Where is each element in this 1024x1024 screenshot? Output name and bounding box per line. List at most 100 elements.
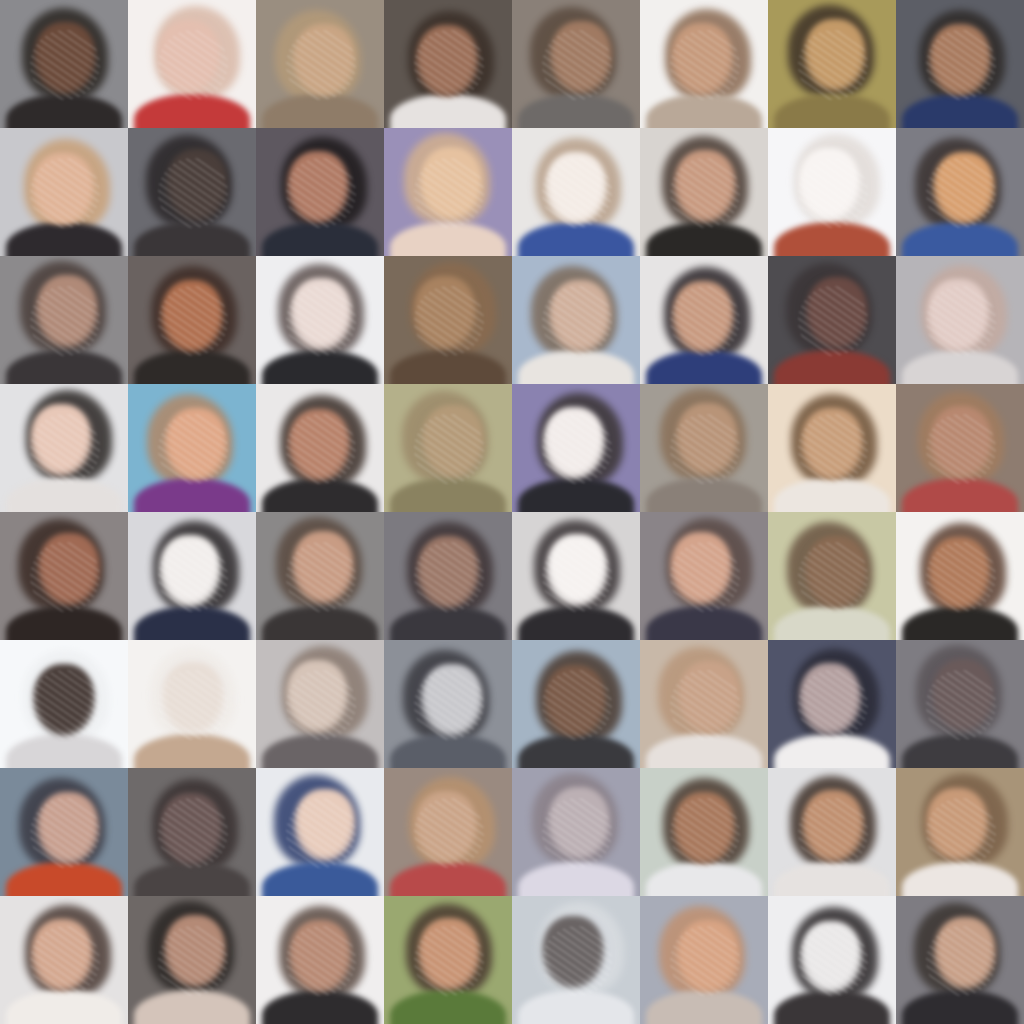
portrait-hair [402, 391, 488, 483]
tile-background [512, 768, 640, 896]
tile-background [256, 384, 384, 512]
tile-background [384, 128, 512, 256]
portrait-face [165, 408, 227, 480]
portrait-face [38, 533, 100, 605]
portrait-hair [25, 905, 111, 997]
portrait-hair [147, 394, 233, 486]
portrait-hair [153, 521, 239, 613]
portrait-face [804, 19, 866, 91]
portrait-hair [666, 518, 752, 610]
portrait-body [262, 222, 378, 256]
tile-background [640, 256, 768, 384]
portrait-texture [414, 798, 484, 868]
portrait-tile [512, 896, 640, 1024]
portrait-texture [30, 542, 100, 612]
portrait-face [288, 409, 350, 481]
tile-background [0, 384, 128, 512]
portrait-body [390, 862, 506, 896]
portrait-hair [920, 523, 1006, 615]
tile-background [256, 512, 384, 640]
portrait-face [674, 150, 736, 222]
portrait-hair [793, 649, 879, 741]
tile-background [896, 640, 1024, 768]
tile-background [512, 128, 640, 256]
portrait-tile [512, 128, 640, 256]
portrait-face [166, 149, 228, 221]
portrait-hair [276, 517, 362, 609]
portrait-tile [768, 0, 896, 128]
portrait-body [518, 478, 634, 512]
portrait-body [262, 478, 378, 512]
portrait-face [542, 916, 604, 988]
tile-background [384, 512, 512, 640]
portrait-body [646, 606, 762, 640]
tile-background [768, 896, 896, 1024]
portrait-hair [919, 10, 1005, 102]
portrait-face [32, 153, 94, 225]
portrait-tile [256, 640, 384, 768]
portrait-texture [926, 798, 996, 868]
portrait-hair [274, 775, 360, 867]
portrait-texture [286, 286, 356, 356]
portrait-face [806, 277, 868, 349]
portrait-tile [896, 128, 1024, 256]
portrait-face [416, 25, 478, 97]
portrait-tile [128, 0, 256, 128]
tile-background [512, 0, 640, 128]
portrait-texture [798, 158, 868, 228]
portrait-texture [414, 158, 484, 228]
portrait-tile [256, 768, 384, 896]
portrait-body [518, 734, 634, 768]
portrait-tile [0, 128, 128, 256]
portrait-face [290, 278, 352, 350]
portrait-face [929, 24, 991, 96]
portrait-face [545, 152, 607, 224]
portrait-texture [670, 30, 740, 100]
portrait-tile [256, 384, 384, 512]
portrait-texture [158, 158, 228, 228]
portrait-body [390, 350, 506, 384]
portrait-tile [256, 256, 384, 384]
portrait-body [6, 350, 122, 384]
portrait-body [262, 862, 378, 896]
portrait-tile [640, 768, 768, 896]
portrait-body [646, 990, 762, 1024]
portrait-tile [128, 768, 256, 896]
portrait-hair [409, 777, 495, 869]
portrait-face [801, 408, 863, 480]
tile-background [128, 512, 256, 640]
portrait-tile [768, 896, 896, 1024]
portrait-tile [384, 768, 512, 896]
portrait-face [293, 24, 355, 96]
portrait-tile [384, 256, 512, 384]
portrait-body [518, 990, 634, 1024]
portrait-face [799, 663, 861, 735]
portrait-hair [664, 267, 750, 359]
tile-background [0, 768, 128, 896]
tile-background [768, 640, 896, 768]
portrait-hair [788, 5, 874, 97]
portrait-body [774, 94, 890, 128]
tile-background [384, 896, 512, 1024]
portrait-texture [798, 926, 868, 996]
portrait-texture [158, 414, 228, 484]
portrait-hair [152, 779, 238, 871]
portrait-body [134, 222, 250, 256]
tile-background [640, 0, 768, 128]
portrait-texture [158, 926, 228, 996]
portrait-body [774, 862, 890, 896]
portrait-texture [926, 542, 996, 612]
portrait-texture [542, 286, 612, 356]
portrait-tile [896, 0, 1024, 128]
portrait-face [677, 920, 739, 992]
portrait-hair [404, 133, 490, 225]
portrait-texture [158, 286, 228, 356]
portrait-texture [30, 158, 100, 228]
portrait-body [646, 862, 762, 896]
tile-background [512, 640, 640, 768]
portrait-hair [918, 392, 1004, 484]
portrait-hair [403, 650, 489, 742]
portrait-tile [256, 128, 384, 256]
portrait-face [33, 664, 95, 736]
portrait-tile [768, 384, 896, 512]
